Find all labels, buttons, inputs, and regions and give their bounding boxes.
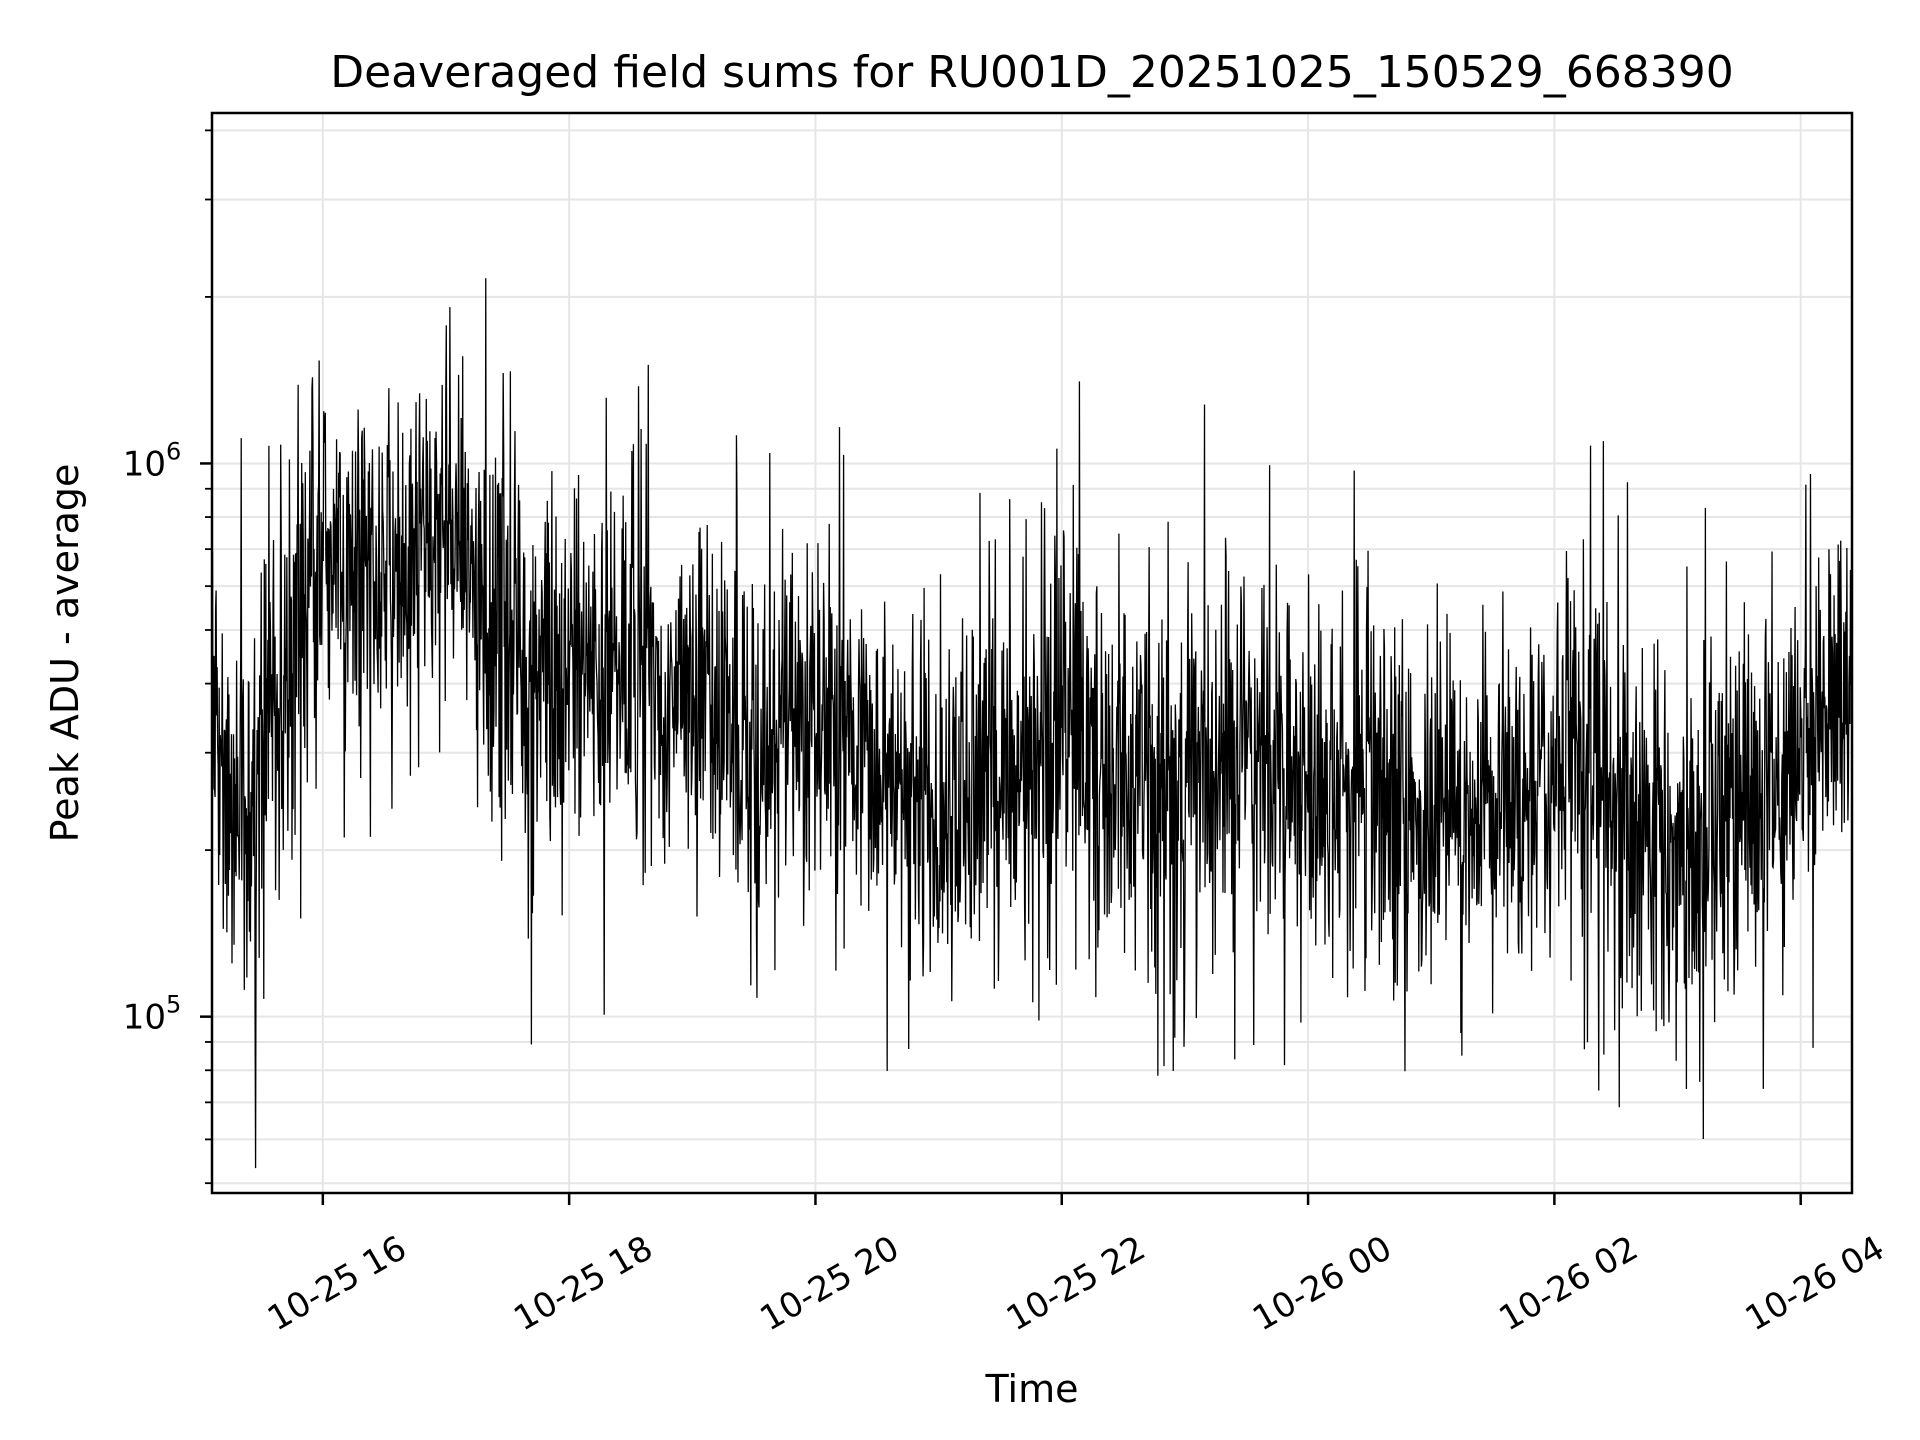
series-line [211,278,1853,1169]
plot-frame [210,111,1854,1195]
x-tick-label: 10-25 22 [1000,1228,1152,1339]
y-tick-label: 106 [123,437,182,484]
y-axis-label: Peak ADU - average [43,464,87,843]
x-tick-label: 10-26 00 [1246,1228,1398,1339]
x-tick-label: 10-25 16 [261,1228,413,1339]
x-axis: 10-25 16 10-25 18 10-25 20 10-25 22 10-26 00… [261,1193,1891,1339]
x-tick-label: 10-26 04 [1739,1228,1891,1339]
x-tick-label: 10-26 02 [1492,1228,1644,1339]
x-tick-label: 10-25 20 [754,1228,906,1339]
plot-area [211,278,1853,1169]
x-axis-label: Time [985,1367,1079,1411]
grid [212,113,1852,1193]
y-axis: 105 106 [123,129,212,1185]
x-tick-label: 10-25 18 [507,1228,659,1339]
y-tick-label: 105 [123,991,182,1038]
chart-title: Deaveraged field sums for RU001D_2025102… [330,47,1734,98]
